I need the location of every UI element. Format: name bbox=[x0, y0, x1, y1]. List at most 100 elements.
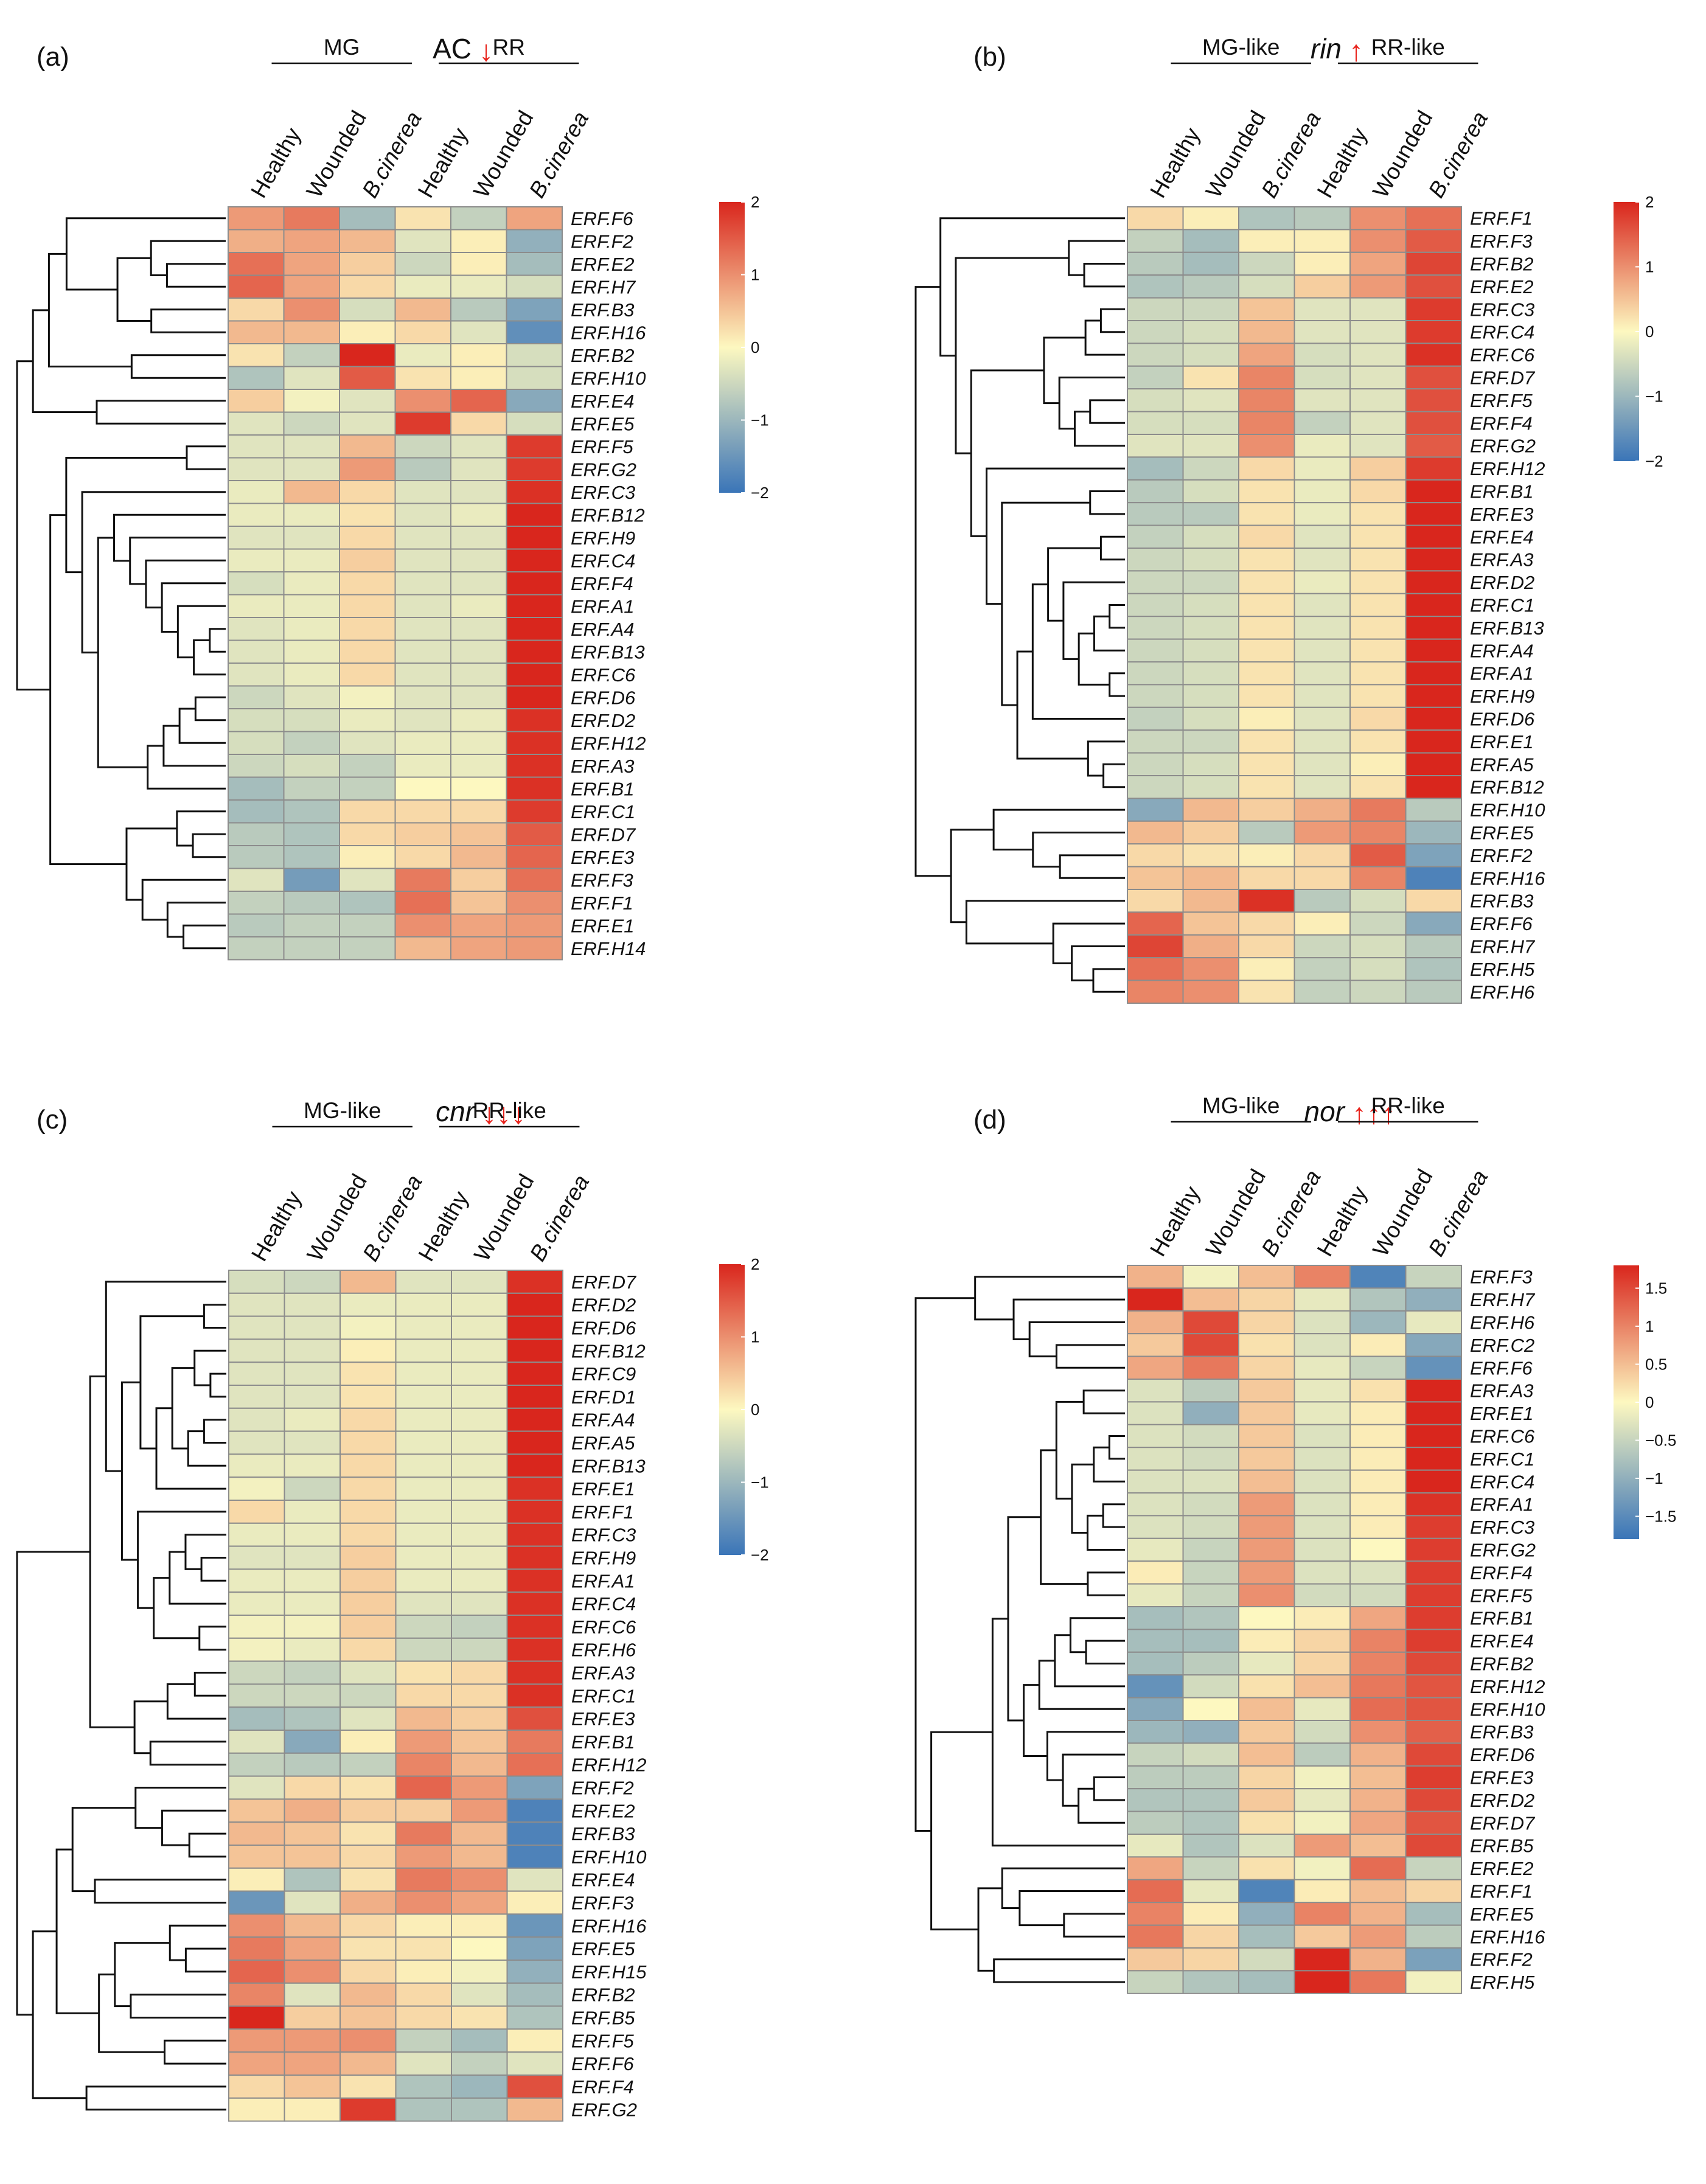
heatmap-cell bbox=[1349, 934, 1407, 959]
legend-bar bbox=[719, 1264, 745, 1555]
heatmap-cell bbox=[1182, 524, 1239, 549]
heatmap-cell bbox=[1405, 661, 1462, 686]
heatmap-cell bbox=[1405, 1310, 1462, 1335]
heatmap-cell bbox=[283, 366, 340, 390]
heatmap-cell bbox=[1405, 1515, 1462, 1539]
row-label: ERF.H6 bbox=[1470, 1312, 1535, 1334]
heatmap-cell bbox=[1405, 206, 1462, 231]
heatmap-cell bbox=[284, 1338, 341, 1363]
heatmap-cell bbox=[1238, 1765, 1295, 1790]
heatmap-cell bbox=[1293, 661, 1351, 686]
heatmap-cell bbox=[339, 274, 396, 299]
heatmap-cell bbox=[1238, 911, 1295, 936]
heatmap-cell bbox=[284, 1982, 341, 2007]
heatmap-cell bbox=[506, 1476, 563, 1501]
dendrogram-branch-2-6 bbox=[184, 1534, 226, 1570]
heatmap-cell bbox=[1182, 206, 1239, 231]
heatmap-cell bbox=[1238, 274, 1295, 299]
heatmap-cell bbox=[1293, 365, 1351, 390]
heatmap-cell bbox=[1182, 343, 1239, 367]
heatmap-cell bbox=[1349, 1697, 1407, 1722]
heatmap-cell bbox=[1349, 1583, 1407, 1608]
heatmap-cell bbox=[339, 685, 396, 709]
legend-tick-label: 0 bbox=[1645, 322, 1654, 341]
dendrogram-branch-1-15 bbox=[1001, 501, 1090, 706]
heatmap-cell bbox=[1238, 798, 1295, 822]
heatmap-cell bbox=[1405, 548, 1462, 572]
heatmap-cell bbox=[451, 1798, 508, 1823]
legend-tick-label: 1.5 bbox=[1645, 1279, 1667, 1298]
heatmap-cell bbox=[228, 480, 285, 504]
heatmap-cell bbox=[1349, 1629, 1407, 1653]
heatmap-cell bbox=[1182, 1674, 1239, 1699]
heatmap-cell bbox=[283, 297, 340, 322]
heatmap-cell bbox=[228, 1315, 285, 1340]
heatmap-cell bbox=[450, 434, 507, 459]
dendrogram-branch-0-5 bbox=[129, 537, 226, 585]
row-label: ERF.F1 bbox=[1470, 208, 1533, 229]
heatmap-cell bbox=[1405, 1583, 1462, 1608]
heatmap-cell bbox=[395, 1775, 452, 1800]
heatmap-cell bbox=[1182, 1697, 1239, 1722]
color-legend: 2 1 0 −1 −2 bbox=[1614, 193, 1663, 470]
heatmap-cell bbox=[228, 1385, 285, 1409]
row-label: ERF.E4 bbox=[571, 1869, 635, 1891]
heatmap-cell bbox=[228, 1845, 285, 1869]
group-label-0: MG-like bbox=[1202, 1093, 1280, 1118]
row-label: ERF.F5 bbox=[1470, 390, 1533, 411]
heatmap-cell bbox=[339, 1615, 397, 1639]
dendrogram-branch-0-23 bbox=[125, 827, 177, 901]
row-label: ERF.H10 bbox=[571, 367, 646, 389]
heatmap-cell bbox=[339, 708, 396, 732]
dendrogram-branch-2-13 bbox=[184, 1947, 226, 1973]
heatmap-cell bbox=[1293, 684, 1351, 708]
row-label: ERF.F5 bbox=[571, 2030, 635, 2051]
dendrogram-branch-1-0 bbox=[1109, 604, 1125, 629]
heatmap-cell bbox=[228, 1338, 285, 1363]
heatmap-cell bbox=[1293, 388, 1351, 412]
heatmap-cell bbox=[228, 1545, 285, 1570]
heatmap-cell bbox=[506, 1960, 563, 1984]
heatmap-cell bbox=[450, 297, 507, 322]
heatmap-cell bbox=[451, 1338, 508, 1363]
column-label: Healthy bbox=[246, 123, 305, 202]
heatmap-cell bbox=[228, 526, 285, 550]
row-label: ERF.A1 bbox=[1470, 1494, 1534, 1515]
heatmap-cell bbox=[451, 1821, 508, 1846]
heatmap-cell bbox=[506, 1936, 563, 1961]
dendrogram-branch-1-17 bbox=[1073, 411, 1125, 447]
heatmap-cell bbox=[284, 1270, 341, 1294]
heatmap-cell bbox=[228, 1568, 285, 1593]
heatmap-cell bbox=[1182, 1515, 1239, 1539]
row-label: ERF.H12 bbox=[571, 732, 646, 754]
row-label: ERF.H16 bbox=[1470, 1926, 1545, 1947]
row-label: ERF.G2 bbox=[1470, 436, 1536, 457]
dendrogram-branch-1-22 bbox=[1071, 945, 1125, 982]
heatmap-cell bbox=[1349, 365, 1407, 390]
heatmap-cell bbox=[1127, 684, 1184, 708]
heatmap-cell bbox=[395, 1913, 452, 1938]
legend-bar bbox=[1614, 1265, 1639, 1539]
heatmap-cell bbox=[1405, 434, 1462, 458]
heatmap-cell bbox=[228, 1982, 285, 2007]
row-label: ERF.B1 bbox=[1470, 481, 1534, 503]
heatmap-cell bbox=[1293, 1924, 1351, 1949]
dendrogram-branch-0-27 bbox=[96, 400, 226, 425]
heatmap-cell bbox=[506, 1500, 563, 1524]
heatmap-cell bbox=[451, 1500, 508, 1524]
chart-title: rin bbox=[1311, 33, 1342, 64]
dendrogram-branch-2-26 bbox=[130, 1994, 226, 2019]
heatmap-cell bbox=[1293, 1742, 1351, 1767]
heatmap-cell bbox=[1293, 1424, 1351, 1448]
heatmap-cell bbox=[339, 731, 396, 755]
heatmap-cell bbox=[1238, 1401, 1295, 1425]
heatmap-cell bbox=[1405, 1788, 1462, 1812]
heatmap-cell bbox=[339, 1637, 397, 1662]
legend-tick-label: 2 bbox=[751, 1255, 759, 1273]
heatmap-cell bbox=[1349, 729, 1407, 754]
row-label: ERF.G2 bbox=[1470, 1540, 1536, 1561]
heatmap-cell bbox=[1182, 1469, 1239, 1494]
legend-tick-label: −2 bbox=[751, 1546, 769, 1564]
heatmap-cell bbox=[395, 2005, 452, 2030]
heatmap-cell bbox=[228, 1706, 285, 1731]
